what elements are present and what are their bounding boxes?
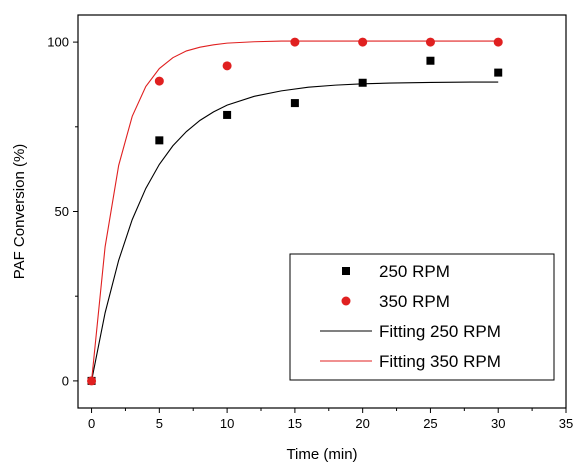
x-tick-label: 20: [355, 416, 369, 431]
data-point-circle: [222, 61, 232, 71]
x-axis: 0 5 10 15 20 25 30 35: [88, 408, 573, 431]
legend-box: [289, 253, 555, 381]
data-point-square: [494, 68, 503, 77]
x-tick-label: 10: [220, 416, 234, 431]
data-point-circle: [358, 37, 368, 47]
fit-line: [91, 81, 499, 382]
legend: 250 RPM 350 RPM Fitting 250 RPM Fitting 350…: [289, 253, 555, 381]
legend-label: 250 RPM: [379, 262, 450, 281]
data-point-circle: [425, 37, 435, 47]
y-axis-title: PAF Conversion (%): [11, 144, 28, 280]
x-tick-label: 25: [423, 416, 437, 431]
data-point-square: [155, 136, 164, 145]
x-tick-label: 0: [88, 416, 95, 431]
data-point-square: [426, 56, 435, 65]
x-axis-title: Time (min): [286, 446, 357, 463]
y-tick-label: 0: [62, 373, 69, 388]
y-tick-label: 50: [55, 204, 69, 219]
markers: [87, 37, 503, 386]
x-tick-label: 15: [288, 416, 302, 431]
data-point-circle: [87, 376, 97, 386]
fit-lines: [91, 40, 499, 382]
x-tick-label: 35: [559, 416, 573, 431]
y-tick-label: 100: [47, 35, 69, 50]
x-tick-label: 5: [156, 416, 163, 431]
x-tick-label: 30: [491, 416, 505, 431]
data-point-square: [223, 110, 232, 119]
y-axis: 0 50 100: [47, 35, 78, 388]
data-point-circle: [493, 37, 503, 47]
legend-marker-circle: [341, 296, 351, 306]
legend-label: 350 RPM: [379, 292, 450, 311]
legend-label: Fitting 250 RPM: [379, 322, 501, 341]
fit-line: [91, 40, 499, 381]
data-point-circle: [154, 76, 164, 86]
legend-label: Fitting 350 RPM: [379, 352, 501, 371]
data-point-circle: [290, 37, 300, 47]
data-point-square: [290, 99, 299, 108]
legend-marker-square: [342, 267, 350, 275]
data-point-square: [358, 78, 367, 87]
